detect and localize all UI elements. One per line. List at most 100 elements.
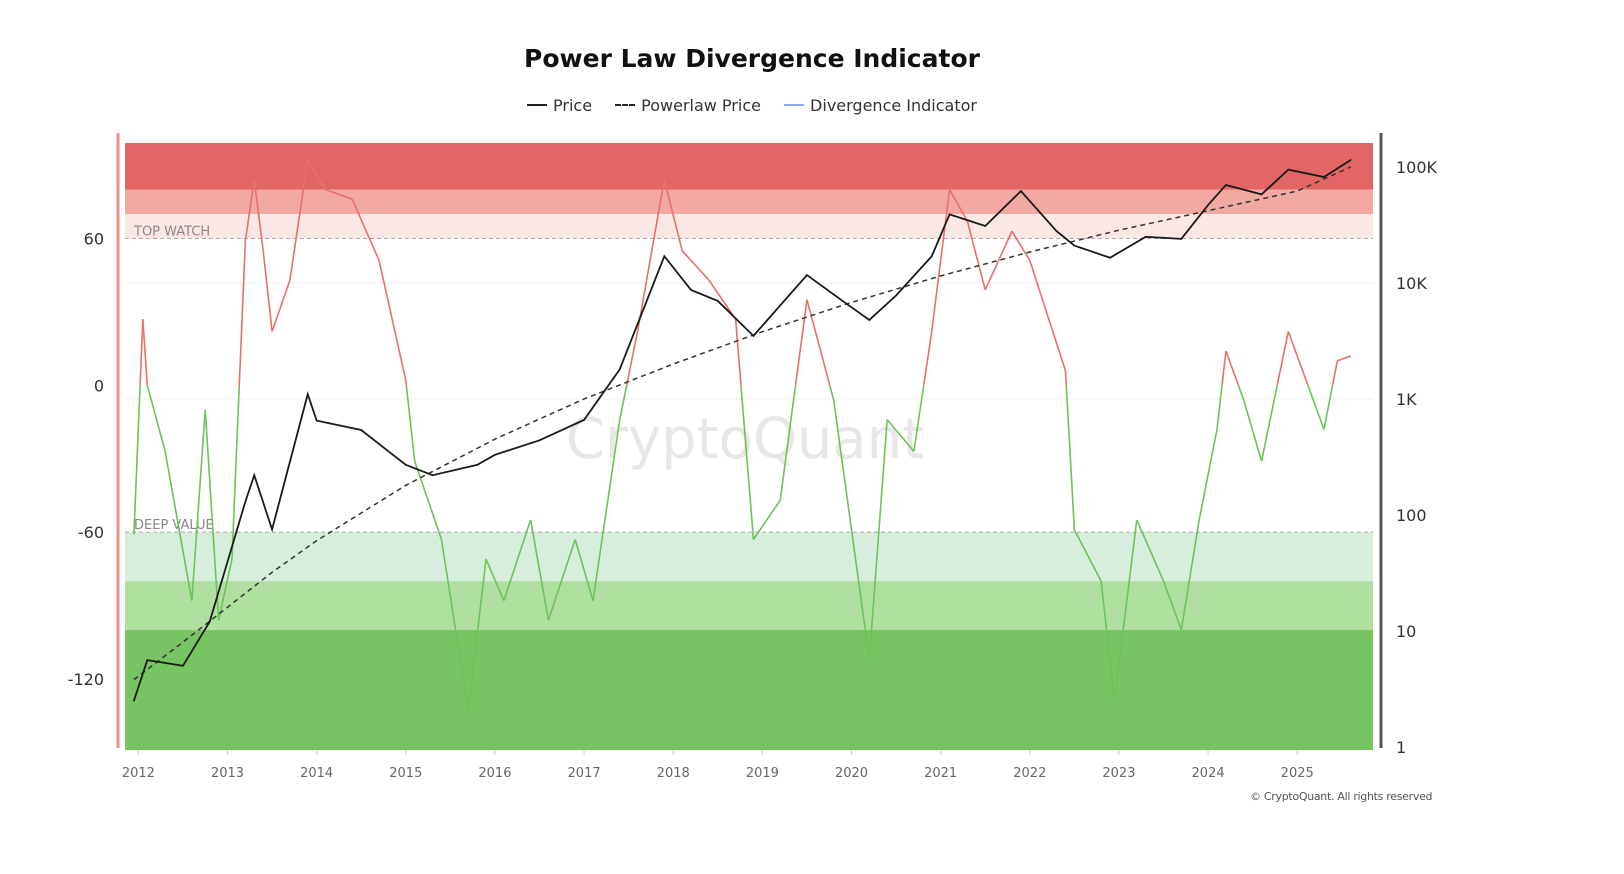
divergence-segment <box>204 409 220 621</box>
divergence-segment <box>794 299 808 386</box>
divergence-segment <box>708 279 737 320</box>
divergence-segment <box>618 385 628 420</box>
price-point <box>1144 236 1147 238</box>
legend-item-powerlaw[interactable]: Powerlaw Price <box>615 96 761 115</box>
left-tick-label: 60 <box>84 229 104 248</box>
zone-label-top-watch: TOP WATCH <box>133 224 210 239</box>
price-point <box>868 319 871 321</box>
divergence-segment <box>1011 230 1031 261</box>
price-point <box>538 439 541 442</box>
divergence-segment <box>1323 385 1334 430</box>
divergence-segment <box>1216 385 1223 430</box>
price-point <box>806 274 808 276</box>
divergence-segment <box>351 198 380 261</box>
divergence-segment <box>779 385 797 501</box>
divergence-segment <box>467 558 487 711</box>
price-point <box>752 335 755 337</box>
price-point <box>271 528 273 531</box>
divergence-segment <box>740 385 755 540</box>
divergence-segment <box>806 299 831 386</box>
x-tick-label: 2012 <box>122 766 155 781</box>
divergence-segment <box>1221 350 1227 386</box>
price-point <box>895 294 897 297</box>
price-point <box>315 419 318 422</box>
price-point <box>930 255 933 258</box>
price-point <box>1287 168 1290 171</box>
right-tick-label: 10 <box>1396 622 1416 641</box>
price-point <box>244 500 247 503</box>
x-tick-label: 2024 <box>1192 766 1225 781</box>
divergence-segment <box>1100 581 1116 702</box>
left-tick-label: 0 <box>94 376 104 395</box>
zone-band <box>125 630 1373 750</box>
divergence-segment <box>485 558 505 602</box>
divergence-segment <box>592 419 621 601</box>
divergence-segment <box>231 385 241 560</box>
divergence-segment <box>1337 355 1351 362</box>
divergence-segment <box>1287 331 1307 381</box>
divergence-segment <box>271 279 291 332</box>
zone-label-deep-value: DEEP VALUE <box>134 518 214 533</box>
price-point <box>182 665 184 667</box>
right-tick-label: 1K <box>1396 390 1417 409</box>
divergence-segment <box>405 385 416 462</box>
price-point <box>431 474 434 477</box>
left-tick-label: -60 <box>78 523 104 542</box>
divergence-segment <box>1136 519 1165 582</box>
price-point <box>494 453 496 456</box>
legend-item-price[interactable]: Price <box>527 96 592 115</box>
price-point <box>583 419 585 421</box>
x-tick-label: 2023 <box>1102 766 1135 781</box>
legend-item-divergence[interactable]: Divergence Indicator <box>784 96 977 115</box>
x-tick-label: 2016 <box>478 766 511 781</box>
zone-band <box>125 581 1373 631</box>
x-tick-label: 2021 <box>924 766 957 781</box>
zone-band <box>125 532 1373 582</box>
divergence-segment <box>1198 429 1218 521</box>
divergence-segment <box>253 179 264 251</box>
divergence-segment <box>734 319 742 386</box>
divergence-segment <box>529 519 550 621</box>
divergence-segment <box>1260 385 1278 462</box>
price-point <box>1180 238 1183 240</box>
price-point <box>146 659 149 661</box>
price-point <box>253 474 256 477</box>
divergence-segment <box>1237 385 1245 401</box>
divergence-segment <box>681 250 710 281</box>
price-point <box>405 464 407 466</box>
divergence-segment <box>868 419 888 660</box>
x-tick-label: 2014 <box>300 766 333 781</box>
divergence-segment <box>1242 399 1263 462</box>
price-point <box>476 464 478 466</box>
legend-label: Divergence Indicator <box>810 95 977 115</box>
x-tick-label: 2025 <box>1281 766 1314 781</box>
divergence-segment <box>289 160 309 281</box>
divergence-segment <box>146 385 166 452</box>
divergence-segment <box>828 385 835 401</box>
divergence-segment <box>966 221 987 291</box>
divergence-segment <box>405 380 408 386</box>
right-tick-label: 1 <box>1396 738 1406 757</box>
divergence-segment <box>378 260 407 381</box>
divergence-segment <box>244 179 256 242</box>
legend-label: Powerlaw Price <box>641 95 761 115</box>
zone-band <box>125 189 1373 214</box>
x-tick-label: 2017 <box>568 766 601 781</box>
divergence-segment <box>1307 385 1325 430</box>
divergence-segment <box>139 319 144 386</box>
price-point <box>663 255 666 258</box>
x-tick-label: 2015 <box>389 766 422 781</box>
divergence-segment <box>1162 580 1183 631</box>
divergence-segment <box>832 399 871 660</box>
powerlaw-price-line <box>133 166 1352 681</box>
divergence-segment <box>922 331 933 386</box>
right-tick-label: 10K <box>1396 274 1427 293</box>
divergence-segment <box>238 240 247 386</box>
price-point <box>717 300 719 302</box>
divergence-segment <box>913 385 925 452</box>
right-tick-label: 100 <box>1396 506 1427 525</box>
price-point <box>1207 204 1209 206</box>
price-point <box>1349 159 1352 161</box>
copyright-footer: © CryptoQuant. All rights reserved <box>1250 790 1433 803</box>
